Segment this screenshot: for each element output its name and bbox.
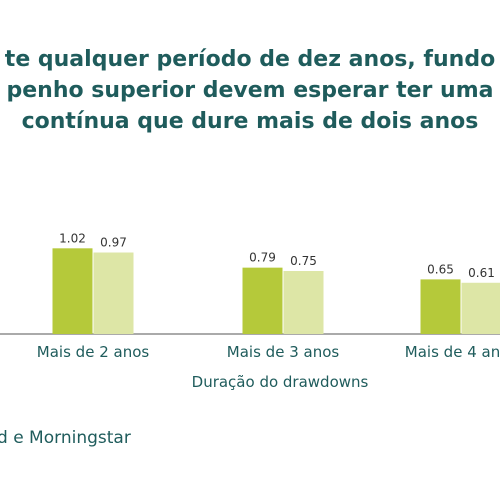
data-label-series1-2: 0.79 xyxy=(249,251,276,265)
bar-series1-2 xyxy=(242,267,283,334)
bar-series2-1 xyxy=(93,252,134,334)
bar-series1-3 xyxy=(420,279,461,334)
source-note: d e Morningstar xyxy=(0,428,131,448)
chart-title-line-3: contínua que dure mais de dois anos xyxy=(21,109,479,134)
chart-title-line-2: penho superior devem esperar ter uma xyxy=(6,78,494,103)
bar-series2-2 xyxy=(283,271,324,334)
data-label-series2-3: 0.61 xyxy=(468,266,495,280)
x-tick-label-1: Mais de 2 anos xyxy=(37,343,150,361)
data-label-series1-1: 1.02 xyxy=(59,231,86,245)
x-tick-label-3: Mais de 4 anos xyxy=(405,343,500,361)
chart-title: te qualquer período de dez anos, fundo p… xyxy=(0,44,500,137)
x-axis-title: Duração do drawdowns xyxy=(191,373,369,391)
chart-title-line-1: te qualquer período de dez anos, fundo xyxy=(4,47,496,72)
bar-series1-1 xyxy=(52,248,93,334)
data-label-series1-3: 0.65 xyxy=(427,262,454,276)
data-label-series2-1: 0.97 xyxy=(100,236,127,250)
bar-series2-3 xyxy=(461,282,500,334)
data-label-series2-2: 0.75 xyxy=(290,254,317,268)
x-tick-label-2: Mais de 3 anos xyxy=(227,343,340,361)
